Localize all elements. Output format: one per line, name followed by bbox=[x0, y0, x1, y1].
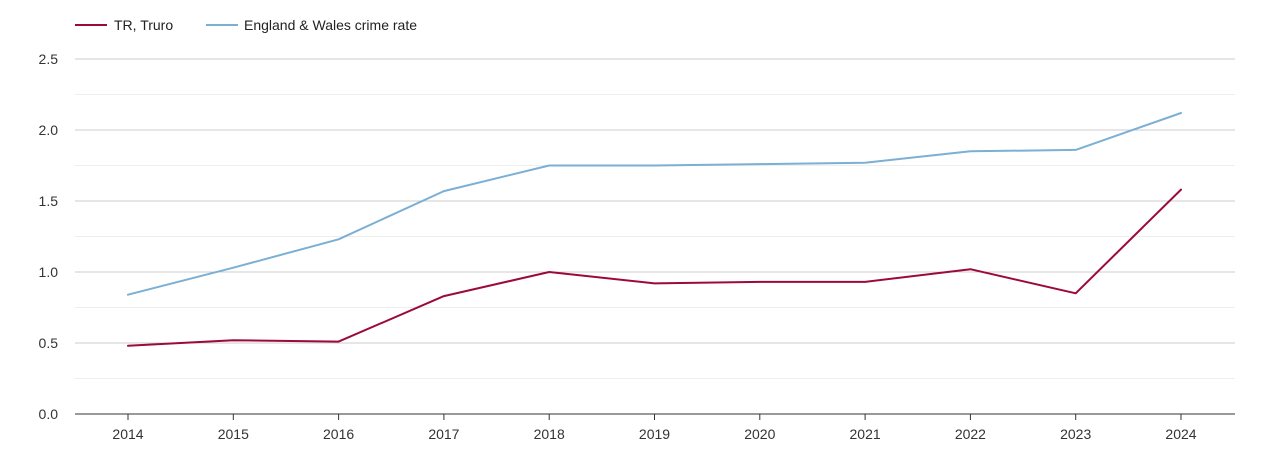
data-point-england-wales[interactable] bbox=[859, 157, 871, 169]
x-tick-label: 2017 bbox=[428, 426, 459, 442]
y-tick-label: 2.5 bbox=[39, 51, 59, 67]
data-point-truro[interactable] bbox=[122, 340, 134, 352]
x-tick-label: 2022 bbox=[955, 426, 986, 442]
data-point-england-wales[interactable] bbox=[649, 160, 661, 172]
data-point-england-wales[interactable] bbox=[438, 185, 450, 197]
x-tick-label: 2020 bbox=[744, 426, 775, 442]
x-tick-label: 2024 bbox=[1165, 426, 1196, 442]
data-point-truro[interactable] bbox=[649, 277, 661, 289]
x-tick-label: 2016 bbox=[323, 426, 354, 442]
legend-item-truro[interactable]: TR, Truro bbox=[75, 17, 173, 33]
y-tick-label: 1.5 bbox=[39, 193, 59, 209]
data-point-england-wales[interactable] bbox=[1070, 144, 1082, 156]
data-point-england-wales[interactable] bbox=[122, 289, 134, 301]
data-point-truro[interactable] bbox=[1070, 287, 1082, 299]
data-point-england-wales[interactable] bbox=[227, 262, 239, 274]
series-layer bbox=[122, 107, 1187, 352]
legend-item-england-wales[interactable]: England & Wales crime rate bbox=[206, 17, 417, 33]
data-point-truro[interactable] bbox=[333, 336, 345, 348]
y-tick-label: 0.0 bbox=[39, 406, 59, 422]
x-tick-label: 2019 bbox=[639, 426, 670, 442]
x-axis: 2014 2015 2016 2017 2018 2019 2020 2021 2022 2023… bbox=[75, 413, 1235, 442]
data-point-england-wales[interactable] bbox=[333, 233, 345, 245]
x-tick-label: 2023 bbox=[1060, 426, 1091, 442]
legend-label-truro: TR, Truro bbox=[114, 17, 173, 33]
data-point-truro[interactable] bbox=[1175, 184, 1187, 196]
data-point-truro[interactable] bbox=[859, 276, 871, 288]
data-point-england-wales[interactable] bbox=[1175, 107, 1187, 119]
data-point-truro[interactable] bbox=[543, 266, 555, 278]
y-tick-label: 1.0 bbox=[39, 264, 59, 280]
x-tick-label: 2021 bbox=[850, 426, 881, 442]
series-line-truro[interactable] bbox=[127, 188, 1182, 347]
legend-label-england-wales: England & Wales crime rate bbox=[244, 17, 417, 33]
data-point-england-wales[interactable] bbox=[543, 160, 555, 172]
series-line-england-wales[interactable] bbox=[127, 112, 1182, 296]
x-tick-label: 2018 bbox=[534, 426, 565, 442]
data-point-truro[interactable] bbox=[964, 263, 976, 275]
data-point-truro[interactable] bbox=[754, 276, 766, 288]
data-point-truro[interactable] bbox=[227, 334, 239, 346]
legend: TR, Truro England & Wales crime rate bbox=[75, 17, 417, 33]
x-tick-label: 2015 bbox=[218, 426, 249, 442]
data-point-england-wales[interactable] bbox=[754, 158, 766, 170]
gridlines bbox=[75, 58, 1235, 379]
data-point-england-wales[interactable] bbox=[964, 145, 976, 157]
y-tick-label: 0.5 bbox=[39, 335, 59, 351]
y-axis: 0.0 0.5 1.0 1.5 2.0 2.5 bbox=[39, 51, 59, 422]
x-tick-label: 2014 bbox=[112, 426, 143, 442]
data-point-truro[interactable] bbox=[438, 290, 450, 302]
y-tick-label: 2.0 bbox=[39, 122, 59, 138]
